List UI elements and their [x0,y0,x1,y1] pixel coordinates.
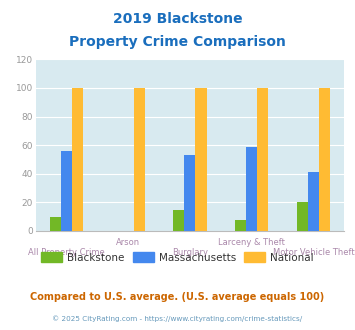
Bar [173,210,184,231]
Text: Burglary: Burglary [172,248,208,257]
Bar [308,172,319,231]
Bar [61,151,72,231]
Bar [196,88,207,231]
Text: All Property Crime: All Property Crime [28,248,105,257]
Bar [184,155,196,231]
Text: © 2025 CityRating.com - https://www.cityrating.com/crime-statistics/: © 2025 CityRating.com - https://www.city… [53,315,302,322]
Bar [257,88,268,231]
Text: Property Crime Comparison: Property Crime Comparison [69,35,286,49]
Bar [235,219,246,231]
Text: 2019 Blackstone: 2019 Blackstone [113,12,242,25]
Bar [319,88,330,231]
Text: Arson: Arson [116,238,140,247]
Text: Motor Vehicle Theft: Motor Vehicle Theft [273,248,354,257]
Bar [297,202,308,231]
Text: Compared to U.S. average. (U.S. average equals 100): Compared to U.S. average. (U.S. average … [31,292,324,302]
Bar [246,147,257,231]
Text: Larceny & Theft: Larceny & Theft [218,238,285,247]
Bar [133,88,145,231]
Bar [50,217,61,231]
Legend: Blackstone, Massachusetts, National: Blackstone, Massachusetts, National [37,248,318,267]
Bar [72,88,83,231]
